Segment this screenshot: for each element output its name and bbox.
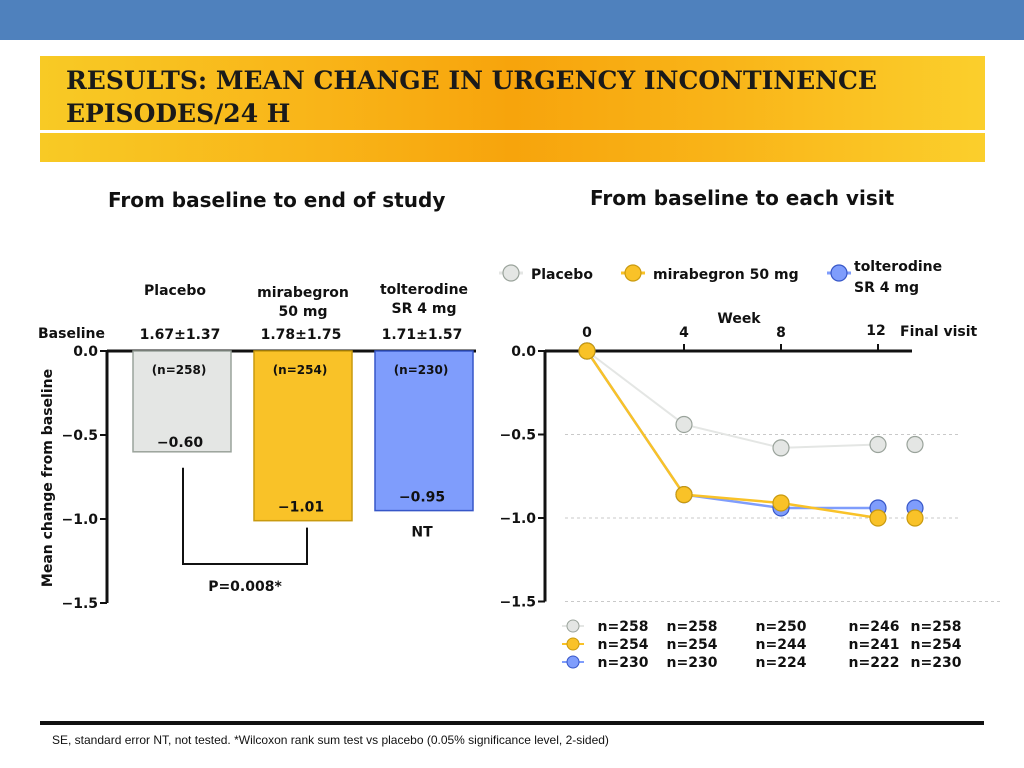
- n-count: n=230: [598, 655, 649, 671]
- n-count: n=222: [849, 655, 900, 671]
- n-count: n=241: [849, 637, 900, 653]
- line-chart-title: From baseline to each visit: [590, 186, 895, 210]
- slide-title: RESULTS: MEAN CHANGE IN URGENCY INCONTIN…: [66, 66, 877, 128]
- bar-y-axis-label: Mean change from baseline: [40, 369, 56, 587]
- week-tick-label: 8: [776, 325, 786, 341]
- baseline-label: Baseline: [38, 326, 105, 342]
- legend-label-placebo: Placebo: [531, 267, 593, 283]
- legend-marker-tolterodine: [830, 264, 848, 282]
- point-mirabegron: [772, 494, 790, 512]
- n-table-marker-mirabegron: [566, 637, 580, 651]
- title-banner: RESULTS: MEAN CHANGE IN URGENCY INCONTIN…: [40, 56, 985, 162]
- footer-rule: [40, 721, 984, 725]
- line-y-tick-label: 0.0: [511, 344, 536, 360]
- week-tick-label: 0: [582, 325, 592, 341]
- line-y-tick-label: −1.0: [499, 511, 536, 527]
- bar-value-label: −0.60: [157, 435, 204, 451]
- final-visit-label: Final visit: [900, 324, 978, 340]
- p-value-label: P=0.008*: [208, 579, 282, 595]
- n-count: n=258: [911, 619, 962, 635]
- n-count: n=254: [598, 637, 649, 653]
- series-line-mirabegron: [585, 350, 879, 520]
- charts-canvas: 0.0 −0.5 −1.0 −1.5 Mean change from baseline…: [38, 259, 1000, 671]
- title-rule: [40, 130, 985, 133]
- bar-y-tick-label: −1.5: [61, 596, 98, 612]
- bar-y-tick-label: 0.0: [73, 344, 98, 360]
- line-y-tick-label: −1.5: [499, 595, 536, 611]
- week-tick-label: 12: [866, 323, 885, 339]
- bar-category-label: Placebo: [144, 283, 206, 299]
- baseline-value: 1.78±1.75: [261, 327, 342, 343]
- point-mirabegron: [578, 342, 596, 360]
- bar-chart-title: From baseline to end of study: [108, 188, 446, 212]
- point-mirabegron: [869, 509, 887, 527]
- bar-n-label: (n=258): [152, 363, 207, 377]
- point-placebo: [869, 435, 887, 454]
- week-tick-label: 4: [679, 325, 689, 341]
- baseline-value: 1.71±1.57: [382, 327, 463, 343]
- n-count: n=254: [667, 637, 718, 653]
- series-line-placebo: [586, 350, 879, 449]
- bar-tolterodine: [374, 350, 474, 512]
- bar-n-label: (n=254): [273, 363, 328, 377]
- bar-value-label: −0.95: [399, 490, 445, 506]
- series-line-tolterodine: [585, 350, 878, 510]
- point-placebo: [675, 415, 693, 434]
- bar-category-label: tolterodine SR 4 mg: [380, 282, 468, 317]
- baseline-value: 1.67±1.37: [140, 327, 221, 343]
- footnote: SE, standard error NT, not tested. *Wilc…: [52, 733, 609, 747]
- n-table-marker-placebo: [566, 619, 580, 633]
- legend-label-tolterodine: tolterodine SR 4 mg: [854, 259, 942, 296]
- week-axis-label: Week: [717, 311, 761, 327]
- legend-label-mirabegron: mirabegron 50 mg: [653, 267, 799, 283]
- n-count: n=258: [667, 619, 718, 635]
- n-count: n=246: [849, 619, 900, 635]
- n-count: n=250: [756, 619, 807, 635]
- bar-n-label: (n=230): [394, 363, 449, 377]
- bar-y-tick-label: −1.0: [61, 512, 98, 528]
- bar-placebo: [132, 350, 232, 453]
- legend-marker-placebo: [502, 264, 520, 282]
- n-count: n=244: [756, 637, 807, 653]
- bar-annotation: NT: [411, 525, 433, 541]
- n-count: n=258: [598, 619, 649, 635]
- point-mirabegron: [675, 486, 693, 504]
- bar-value-label: −1.01: [278, 500, 324, 516]
- comparison-bracket: [182, 467, 308, 565]
- legend-marker-mirabegron: [624, 264, 642, 282]
- top-accent-bar: [0, 0, 1024, 40]
- bar-mirabegron: [253, 350, 353, 522]
- n-count: n=230: [667, 655, 718, 671]
- n-count: n=224: [756, 655, 807, 671]
- n-table-marker-tolterodine: [566, 655, 580, 669]
- point-final-mirabegron: [906, 509, 924, 527]
- bar-category-label: mirabegron 50 mg: [257, 285, 349, 320]
- point-final-placebo: [906, 435, 924, 454]
- line-y-tick-label: −0.5: [499, 428, 536, 444]
- n-count: n=254: [911, 637, 962, 653]
- point-placebo: [772, 439, 790, 457]
- bar-y-tick-label: −0.5: [61, 428, 98, 444]
- n-count: n=230: [911, 655, 962, 671]
